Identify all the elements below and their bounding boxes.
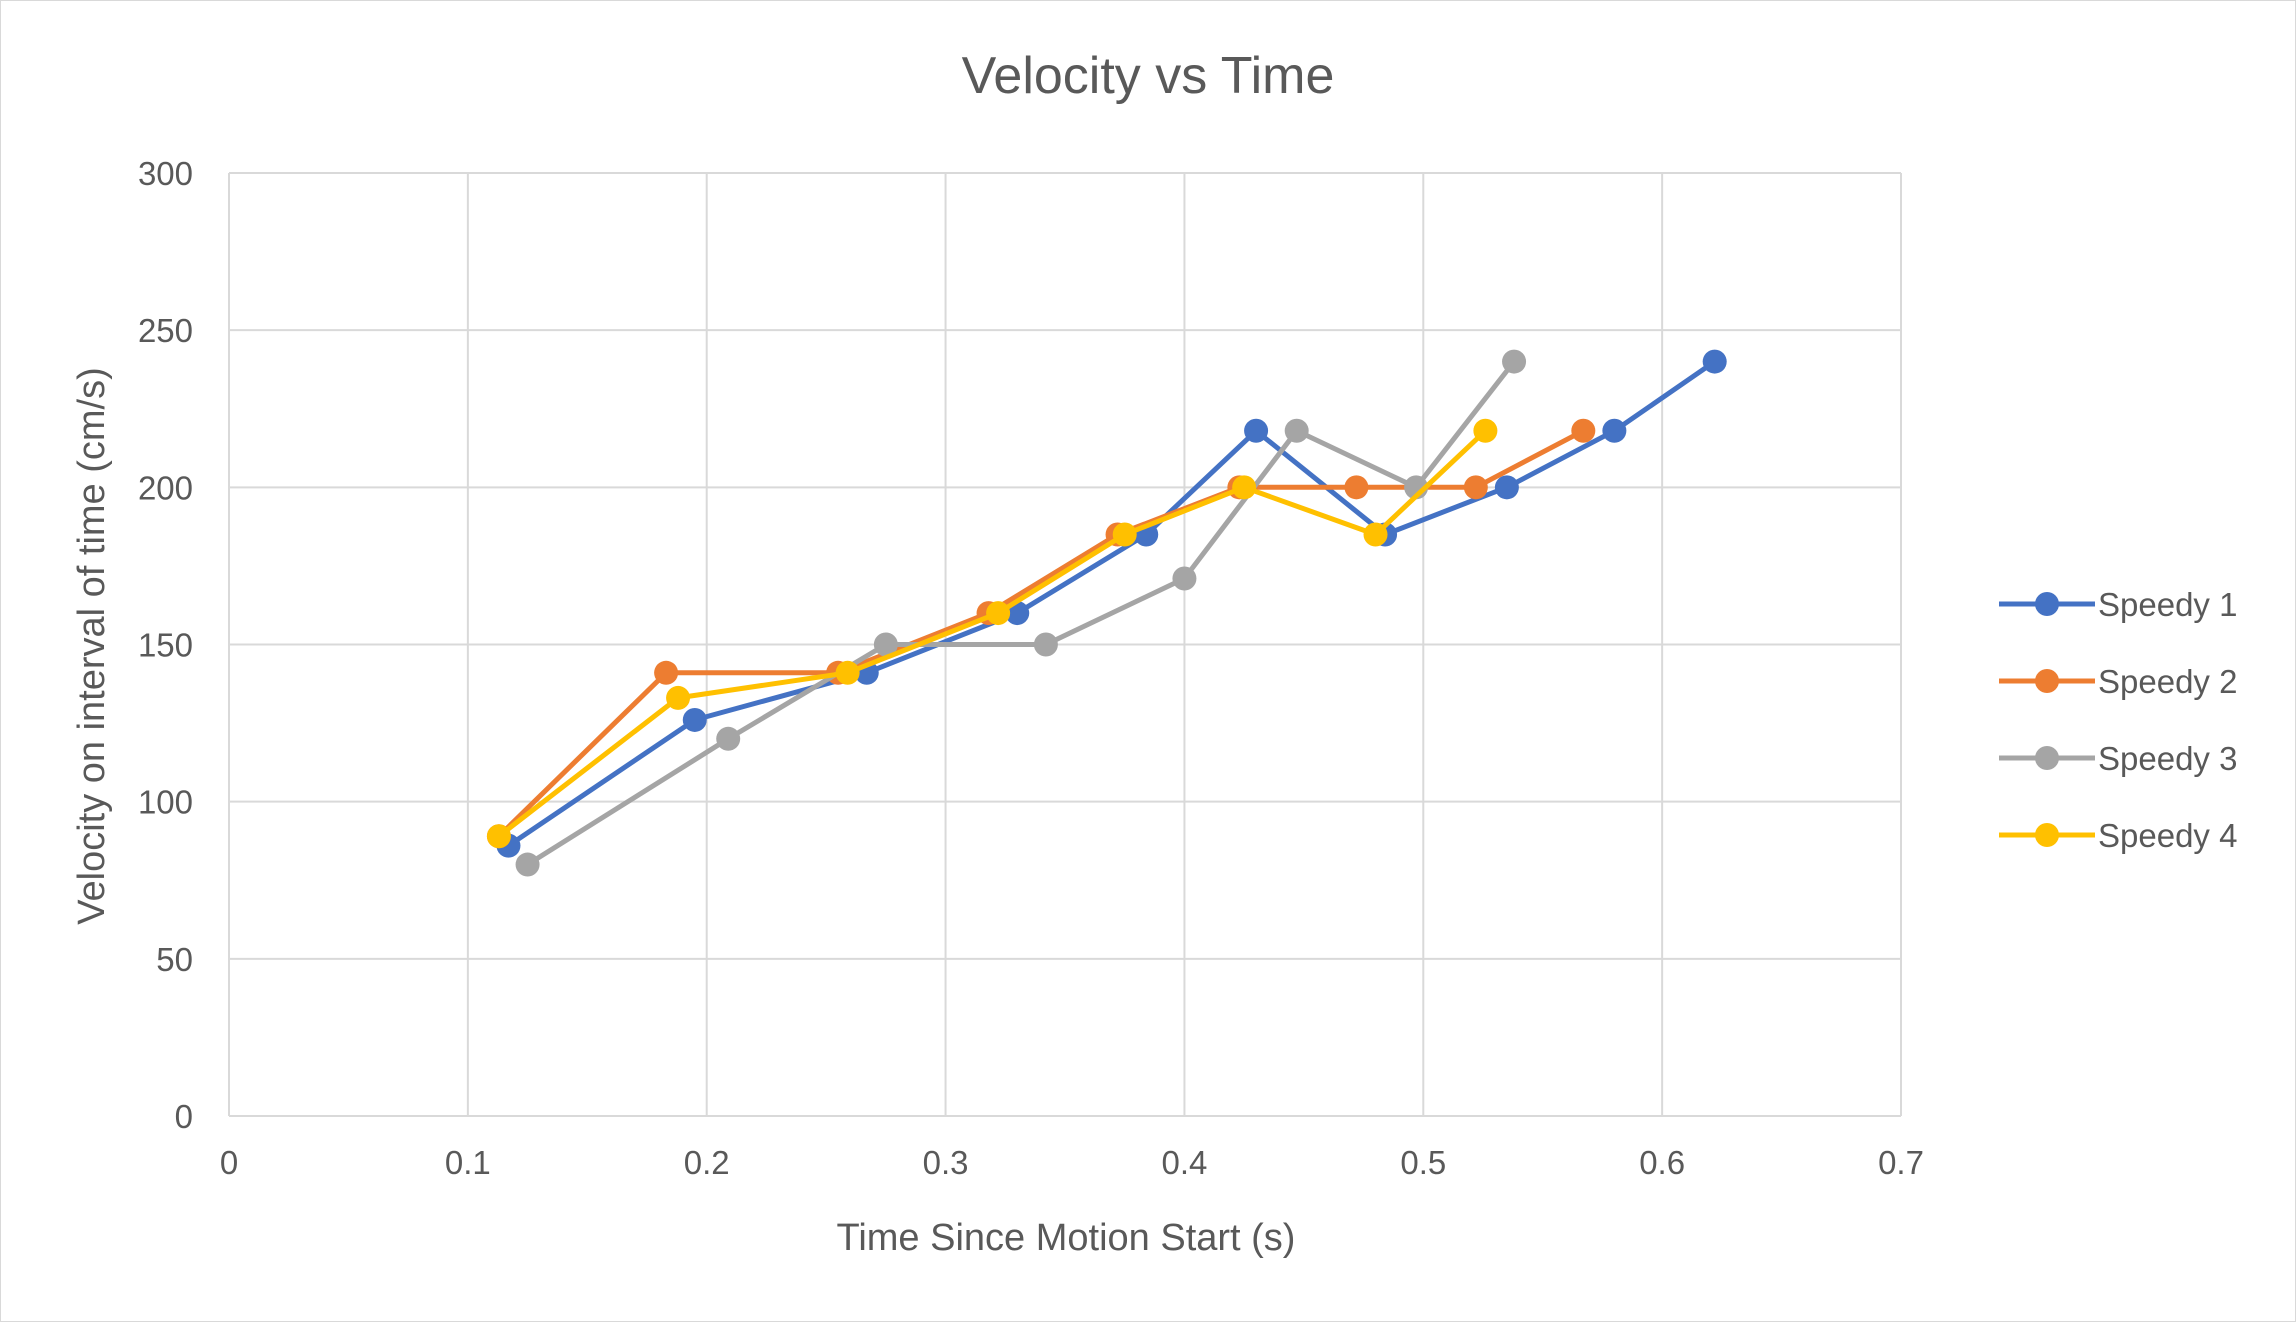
x-tick-label: 0.3: [923, 1144, 969, 1181]
x-tick-label: 0.4: [1161, 1144, 1207, 1181]
chart-title: Velocity vs Time: [962, 47, 1335, 105]
data-point: [1602, 418, 1627, 443]
data-point: [1232, 475, 1257, 500]
y-tick-label: 150: [138, 627, 193, 664]
y-tick-label: 250: [138, 312, 193, 349]
data-point: [1702, 349, 1727, 374]
x-tick-label: 0.7: [1878, 1144, 1924, 1181]
legend-marker: [2035, 669, 2059, 693]
x-axis-ticks: 0 0.1 0.2 0.3 0.4 0.5 0.6 0.7: [220, 1144, 1924, 1181]
data-point: [666, 685, 691, 710]
data-point: [873, 632, 898, 657]
y-tick-label: 50: [156, 941, 193, 978]
y-tick-label: 300: [138, 155, 193, 192]
series-line: [507, 359, 1717, 848]
series-line: [497, 428, 1488, 839]
legend-label: Speedy 4: [2098, 817, 2237, 854]
legend-item: Speedy 2: [1999, 663, 2237, 700]
x-tick-label: 0.2: [684, 1144, 730, 1181]
y-axis-ticks: 0 50 100 150 200 250 300: [138, 155, 193, 1135]
data-point: [1571, 418, 1596, 443]
data-point: [1344, 475, 1369, 500]
legend-label: Speedy 2: [2098, 663, 2237, 700]
data-point: [986, 601, 1011, 626]
legend-item: Speedy 4: [1999, 817, 2237, 854]
x-tick-label: 0.1: [445, 1144, 491, 1181]
series-4: [486, 418, 1498, 849]
x-axis-title: Time Since Motion Start (s): [837, 1217, 1296, 1259]
data-point: [682, 707, 707, 732]
series-line: [526, 360, 1517, 867]
x-tick-label: 0.6: [1639, 1144, 1685, 1181]
data-point: [515, 852, 540, 877]
legend-marker: [2035, 746, 2059, 770]
series-3: [515, 349, 1527, 877]
data-point: [1112, 522, 1137, 547]
data-point: [654, 660, 679, 685]
legend-item: Speedy 3: [1999, 740, 2237, 777]
data-point: [1502, 349, 1527, 374]
legend-item: Speedy 1: [1999, 586, 2237, 623]
series-layer: [486, 349, 1727, 877]
data-point: [1463, 475, 1488, 500]
y-tick-label: 100: [138, 784, 193, 821]
data-point: [1244, 418, 1269, 443]
legend-marker: [2035, 823, 2059, 847]
data-point: [1494, 475, 1519, 500]
x-tick-label: 0.5: [1400, 1144, 1446, 1181]
y-tick-label: 200: [138, 469, 193, 506]
series-1: [496, 349, 1727, 858]
data-point: [1363, 522, 1388, 547]
x-tick-label: 0: [220, 1144, 238, 1181]
y-tick-label: 0: [175, 1098, 193, 1135]
y-axis-title: Velocity on interval of time (cm/s): [71, 367, 113, 925]
data-point: [1473, 418, 1498, 443]
legend-label: Speedy 3: [2098, 740, 2237, 777]
legend-marker: [2035, 592, 2059, 616]
data-point: [716, 726, 741, 751]
data-point: [486, 824, 511, 849]
data-point: [835, 660, 860, 685]
data-point: [1172, 566, 1197, 591]
gridlines: [228, 172, 1902, 1117]
data-point: [1033, 632, 1058, 657]
legend-label: Speedy 1: [2098, 586, 2237, 623]
legend: Speedy 1 Speedy 2 Speedy 3 Speedy 4: [1999, 586, 2237, 854]
data-point: [1284, 418, 1309, 443]
